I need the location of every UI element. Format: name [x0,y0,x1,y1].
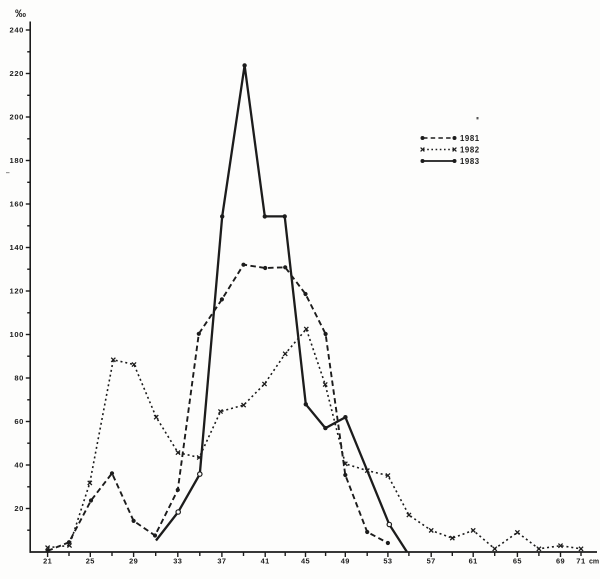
svg-text:220: 220 [10,69,24,78]
svg-text:61: 61 [469,557,478,566]
svg-text:200: 200 [10,113,24,122]
svg-text:1981: 1981 [460,134,480,143]
svg-text:160: 160 [10,200,24,209]
svg-text:57: 57 [427,557,436,566]
svg-text:cm: cm [589,559,599,566]
svg-text:33: 33 [173,557,182,566]
svg-text:120: 120 [10,287,24,296]
svg-text:‰: ‰ [15,8,26,20]
svg-text:69: 69 [556,557,565,566]
svg-text:25: 25 [86,557,95,566]
svg-text:29: 29 [129,557,138,566]
svg-text:37: 37 [217,557,226,566]
svg-text:1982: 1982 [460,145,480,154]
svg-text:100: 100 [10,330,24,339]
svg-text:40: 40 [14,461,24,470]
svg-text:240: 240 [10,26,24,35]
svg-text:1983: 1983 [460,157,480,166]
svg-text:80: 80 [14,374,24,383]
svg-text:140: 140 [10,243,24,252]
svg-text:49: 49 [341,557,350,566]
svg-text:65: 65 [513,557,522,566]
svg-text:60: 60 [14,417,24,426]
svg-text:20: 20 [14,504,24,513]
svg-text:41: 41 [261,557,270,566]
svg-text:21: 21 [43,557,52,566]
svg-text:45: 45 [301,557,310,566]
svg-text:180: 180 [10,156,24,165]
svg-text:53: 53 [383,557,392,566]
svg-text:71: 71 [576,557,586,566]
